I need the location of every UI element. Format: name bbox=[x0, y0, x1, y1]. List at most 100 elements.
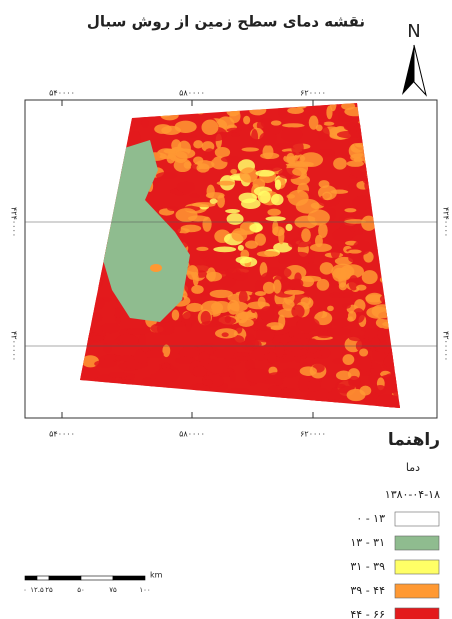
raster-patch bbox=[365, 292, 384, 305]
raster-patch bbox=[255, 169, 275, 177]
raster-patch bbox=[167, 206, 179, 212]
raster-patch bbox=[292, 167, 307, 176]
raster-patch bbox=[174, 151, 188, 164]
raster-patch bbox=[300, 297, 312, 306]
raster-patch bbox=[229, 301, 248, 312]
raster-patch bbox=[277, 253, 292, 265]
legend-swatch bbox=[394, 583, 440, 599]
raster-patch bbox=[262, 163, 283, 172]
legend-subtitle: دما bbox=[406, 461, 420, 474]
raster-patch bbox=[244, 359, 256, 371]
raster-patch bbox=[220, 346, 238, 360]
raster-patch bbox=[327, 305, 334, 312]
x-coord-label: ۵۴۰۰۰۰ bbox=[49, 430, 75, 439]
scale-label: ۲۵ bbox=[45, 586, 53, 594]
raster-patch bbox=[365, 346, 376, 352]
raster-patch bbox=[125, 327, 150, 335]
raster-patch bbox=[270, 193, 284, 206]
raster-patch bbox=[267, 208, 281, 216]
legend-label: ۱۳ - ۳۱ bbox=[350, 536, 385, 549]
raster-patch bbox=[102, 341, 113, 354]
raster-patch bbox=[241, 147, 259, 152]
raster-patch bbox=[80, 368, 100, 380]
raster-patch bbox=[300, 275, 315, 288]
raster-patch bbox=[332, 293, 350, 298]
raster-patch bbox=[254, 280, 264, 295]
raster-patch bbox=[358, 357, 372, 372]
raster-patch bbox=[228, 387, 250, 394]
raster-patch bbox=[206, 184, 215, 199]
raster-patch bbox=[231, 131, 241, 138]
raster-patch bbox=[267, 351, 277, 364]
raster-patch bbox=[348, 253, 362, 263]
raster-patch bbox=[101, 322, 120, 334]
raster-patch bbox=[280, 127, 303, 143]
raster-patch bbox=[216, 180, 236, 186]
raster-patch bbox=[361, 270, 378, 285]
raster-patch bbox=[361, 215, 377, 231]
raster-patch bbox=[352, 308, 365, 323]
raster-patch bbox=[257, 326, 272, 331]
raster-patch bbox=[265, 216, 286, 222]
raster-patch bbox=[194, 345, 214, 357]
raster-patch bbox=[348, 249, 362, 254]
raster-patch bbox=[332, 317, 352, 328]
raster-patch bbox=[282, 299, 295, 311]
raster-patch bbox=[175, 208, 198, 223]
raster-patch bbox=[283, 289, 305, 295]
legend-swatch bbox=[394, 535, 440, 551]
raster-patch bbox=[254, 291, 267, 296]
raster-patch bbox=[332, 267, 347, 282]
raster-patch bbox=[174, 356, 197, 365]
legend-swatch bbox=[394, 559, 440, 575]
raster-patch bbox=[168, 217, 177, 227]
raster-patch bbox=[141, 118, 149, 129]
raster-patch bbox=[216, 194, 225, 208]
raster-patch bbox=[344, 219, 367, 224]
raster-patch bbox=[347, 310, 357, 322]
raster-patch bbox=[245, 368, 270, 384]
legend-title: راهنما bbox=[388, 430, 440, 450]
x-coord-label: ۵۴۰۰۰۰ bbox=[49, 89, 75, 98]
raster-patch bbox=[336, 370, 352, 381]
graticule: ۵۴۰۰۰۰ ۵۸۰۰۰۰ ۶۲۰۰۰۰ ۵۴۰۰۰۰ ۵۸۰۰۰۰ ۶۲۰۰۰۰ ۴۲۴۰… bbox=[10, 89, 451, 439]
raster-patch bbox=[296, 317, 320, 332]
legend-label: ۳۱ - ۳۹ bbox=[350, 560, 385, 573]
raster-patch bbox=[193, 140, 204, 149]
legend-swatch bbox=[394, 607, 440, 619]
y-coord-label: ۴۲۴۰۰۰۰ bbox=[442, 207, 451, 237]
raster-patch bbox=[274, 342, 285, 358]
raster-patch bbox=[286, 152, 295, 164]
raster-patch bbox=[282, 392, 295, 398]
raster-patch bbox=[186, 133, 197, 139]
raster-patch bbox=[281, 367, 299, 378]
raster-patch bbox=[260, 306, 275, 322]
raster-patch bbox=[272, 279, 282, 294]
raster-patch bbox=[239, 167, 258, 183]
raster-patch bbox=[232, 352, 251, 357]
scale-label: ۵۰ bbox=[77, 586, 85, 594]
raster-patch bbox=[200, 310, 211, 325]
raster-patch bbox=[162, 344, 171, 358]
raster-patch bbox=[226, 127, 242, 133]
raster-patch bbox=[316, 278, 330, 291]
raster-patch bbox=[293, 333, 315, 339]
raster-patch bbox=[285, 223, 293, 232]
raster-patch bbox=[317, 148, 335, 155]
x-coord-label: ۶۲۰۰۰۰ bbox=[300, 89, 326, 98]
raster-patch bbox=[291, 304, 305, 319]
raster-patch bbox=[297, 376, 310, 393]
legend-label: ۰ - ۱۳ bbox=[356, 512, 385, 525]
raster-patch bbox=[348, 183, 357, 190]
raster-patch bbox=[307, 378, 321, 392]
raster-patch bbox=[359, 348, 369, 357]
raster-patch bbox=[333, 157, 347, 170]
y-coord-label: ۴۲۴۰۰۰۰ bbox=[10, 207, 19, 237]
raster-patch bbox=[267, 372, 286, 380]
raster-patch bbox=[256, 250, 279, 258]
scale-label: ۱۰۰ bbox=[139, 586, 150, 594]
raster-patch bbox=[206, 256, 222, 270]
raster-patch bbox=[287, 189, 309, 206]
raster-patch bbox=[332, 357, 343, 365]
